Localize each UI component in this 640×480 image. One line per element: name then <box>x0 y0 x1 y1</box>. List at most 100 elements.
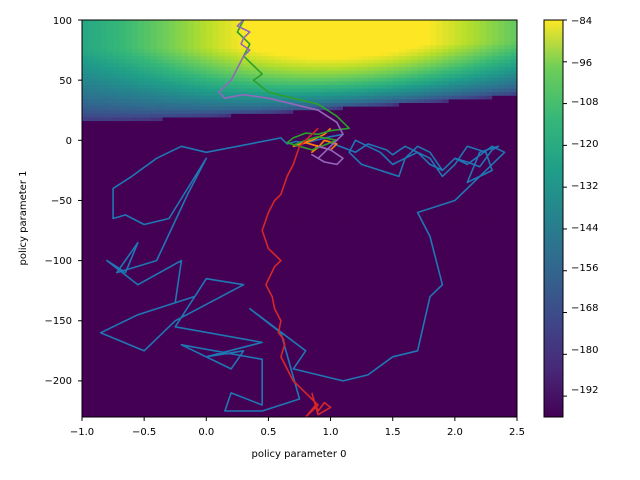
heatmap-cell <box>181 218 189 223</box>
heatmap-cell <box>243 290 251 295</box>
heatmap-cell <box>181 153 189 158</box>
heatmap-cell <box>131 200 139 205</box>
heatmap-cell <box>330 211 338 216</box>
heatmap-cell <box>311 380 319 386</box>
heatmap-cell <box>169 261 176 267</box>
heatmap-cell <box>100 113 108 119</box>
heatmap-cell <box>324 84 332 90</box>
heatmap-cell <box>144 225 151 230</box>
heatmap-cell <box>311 139 319 144</box>
heatmap-cell <box>125 52 133 57</box>
heatmap-cell <box>218 250 226 256</box>
heatmap-cell <box>131 269 139 274</box>
heatmap-cell <box>88 214 96 220</box>
heatmap-cell <box>287 139 294 144</box>
heatmap-cell <box>318 279 325 285</box>
heatmap-cell <box>243 139 251 144</box>
heatmap-cell <box>206 402 214 407</box>
heatmap-cell <box>169 48 176 54</box>
heatmap-cell <box>218 146 226 151</box>
heatmap-cell <box>237 45 245 50</box>
heatmap-cell <box>200 41 207 46</box>
heatmap-cell <box>187 290 195 295</box>
heatmap-cell <box>137 402 145 407</box>
heatmap-cell <box>256 232 263 238</box>
heatmap-cell <box>187 370 195 375</box>
heatmap-cell <box>287 402 294 407</box>
heatmap-cell <box>355 362 363 368</box>
heatmap-cell <box>156 236 164 241</box>
heatmap-cell <box>82 30 89 36</box>
heatmap-cell <box>218 113 226 119</box>
heatmap-cell <box>330 308 338 313</box>
heatmap-cell <box>137 175 145 180</box>
heatmap-cell <box>243 74 251 79</box>
heatmap-cell <box>318 186 325 191</box>
heatmap-cell <box>94 344 102 350</box>
heatmap-cell <box>318 333 325 339</box>
heatmap-cell <box>119 149 127 155</box>
heatmap-cell <box>113 66 120 72</box>
heatmap-cell <box>88 250 96 256</box>
heatmap-cell <box>156 95 164 100</box>
heatmap-cell <box>193 308 201 313</box>
heatmap-cell <box>137 128 145 133</box>
heatmap-cell <box>355 66 363 72</box>
heatmap-cell <box>106 290 114 295</box>
heatmap-cell <box>243 121 251 126</box>
heatmap-cell <box>256 406 263 411</box>
heatmap-cell <box>349 283 357 288</box>
heatmap-cell <box>119 247 127 252</box>
heatmap-cell <box>169 272 176 277</box>
heatmap-cell <box>336 106 344 111</box>
heatmap-cell <box>224 243 232 248</box>
heatmap-cell <box>94 319 102 324</box>
heatmap-cell <box>113 20 120 25</box>
heatmap-cell <box>100 232 108 238</box>
heatmap-cell <box>137 77 145 82</box>
heatmap-cell <box>193 211 201 216</box>
heatmap-cell <box>175 135 183 140</box>
heatmap-cell <box>156 413 164 417</box>
heatmap-cell <box>156 214 164 220</box>
heatmap-cell <box>336 330 344 335</box>
heatmap-cell <box>144 276 151 281</box>
heatmap-cell <box>175 326 183 331</box>
heatmap-cell <box>113 269 120 274</box>
heatmap-cell <box>106 110 114 115</box>
heatmap-cell <box>231 149 238 155</box>
heatmap-cell <box>336 27 344 32</box>
heatmap-cell <box>305 214 313 220</box>
heatmap-cell <box>355 222 363 227</box>
heatmap-cell <box>349 74 357 79</box>
heatmap-cell <box>330 207 338 212</box>
heatmap-cell <box>311 189 319 194</box>
heatmap-cell <box>119 272 127 277</box>
heatmap-cell <box>175 204 183 209</box>
heatmap-cell <box>88 196 96 202</box>
heatmap-cell <box>336 48 344 54</box>
heatmap-cell <box>100 81 108 86</box>
heatmap-cell <box>113 319 120 324</box>
heatmap-cell <box>144 27 151 32</box>
heatmap-cell <box>237 193 245 198</box>
heatmap-cell <box>274 77 282 82</box>
heatmap-cell <box>231 142 238 147</box>
heatmap-cell <box>162 182 170 187</box>
heatmap-cell <box>193 269 201 274</box>
heatmap-cell <box>169 312 176 317</box>
heatmap-cell <box>293 70 301 75</box>
heatmap-cell <box>150 337 158 342</box>
heatmap-cell <box>318 204 325 209</box>
heatmap-cell <box>349 301 357 306</box>
heatmap-cell <box>169 315 176 321</box>
heatmap-cell <box>256 337 263 342</box>
heatmap-cell <box>305 88 313 93</box>
heatmap-cell <box>231 261 238 267</box>
heatmap-cell <box>343 139 350 144</box>
heatmap-cell <box>293 380 301 386</box>
heatmap-cell <box>206 243 214 248</box>
heatmap-cell <box>106 359 114 364</box>
heatmap-cell <box>293 395 301 400</box>
heatmap-cell <box>224 23 232 28</box>
